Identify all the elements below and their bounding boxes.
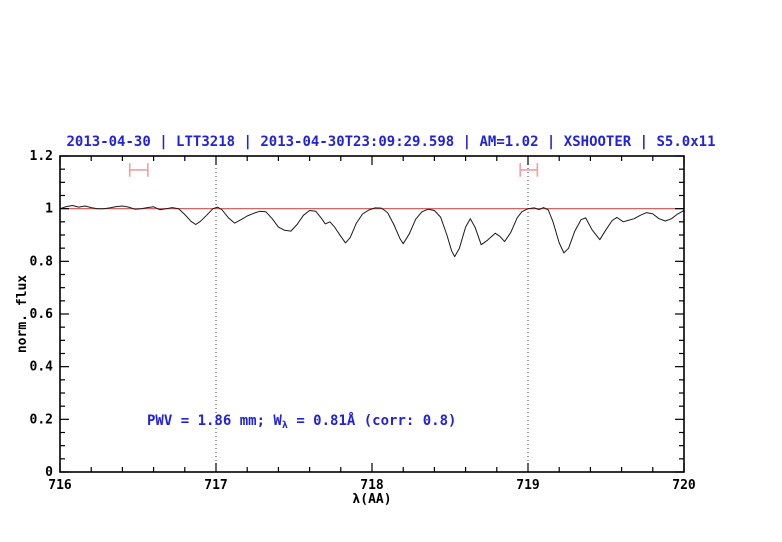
pwv-annotation-lambda-subscript: λ [281,420,288,431]
x-tick-label: 717 [204,478,227,493]
x-tick-label: 720 [672,478,696,493]
pwv-annotation-post: = 0.81Å (corr: 0.8) [287,413,457,429]
y-tick-label: 0.2 [30,412,53,427]
y-tick-label: 0.4 [30,360,54,375]
x-tick-label: 719 [516,478,539,493]
x-tick-label: 716 [48,478,72,493]
pwv-annotation-pre: PWV = 1.86 mm; W [147,413,282,429]
y-tick-label: 1 [45,202,53,217]
x-axis-label: λ(AA) [352,492,392,507]
y-tick-label: 1.2 [30,149,53,164]
y-tick-label: 0.6 [30,307,54,322]
pwv-annotation: PWV = 1.86 mm; Wλ = 0.81Å (corr: 0.8) [147,413,456,431]
y-axis-label: norm. flux [15,274,30,354]
plot-title: 2013-04-30 | LTT3218 | 2013-04-30T23:09:… [66,134,716,150]
y-tick-label: 0.8 [30,254,54,269]
x-tick-label: 718 [360,478,384,493]
spectrum-line [59,205,685,258]
y-tick-label: 0 [45,465,53,480]
